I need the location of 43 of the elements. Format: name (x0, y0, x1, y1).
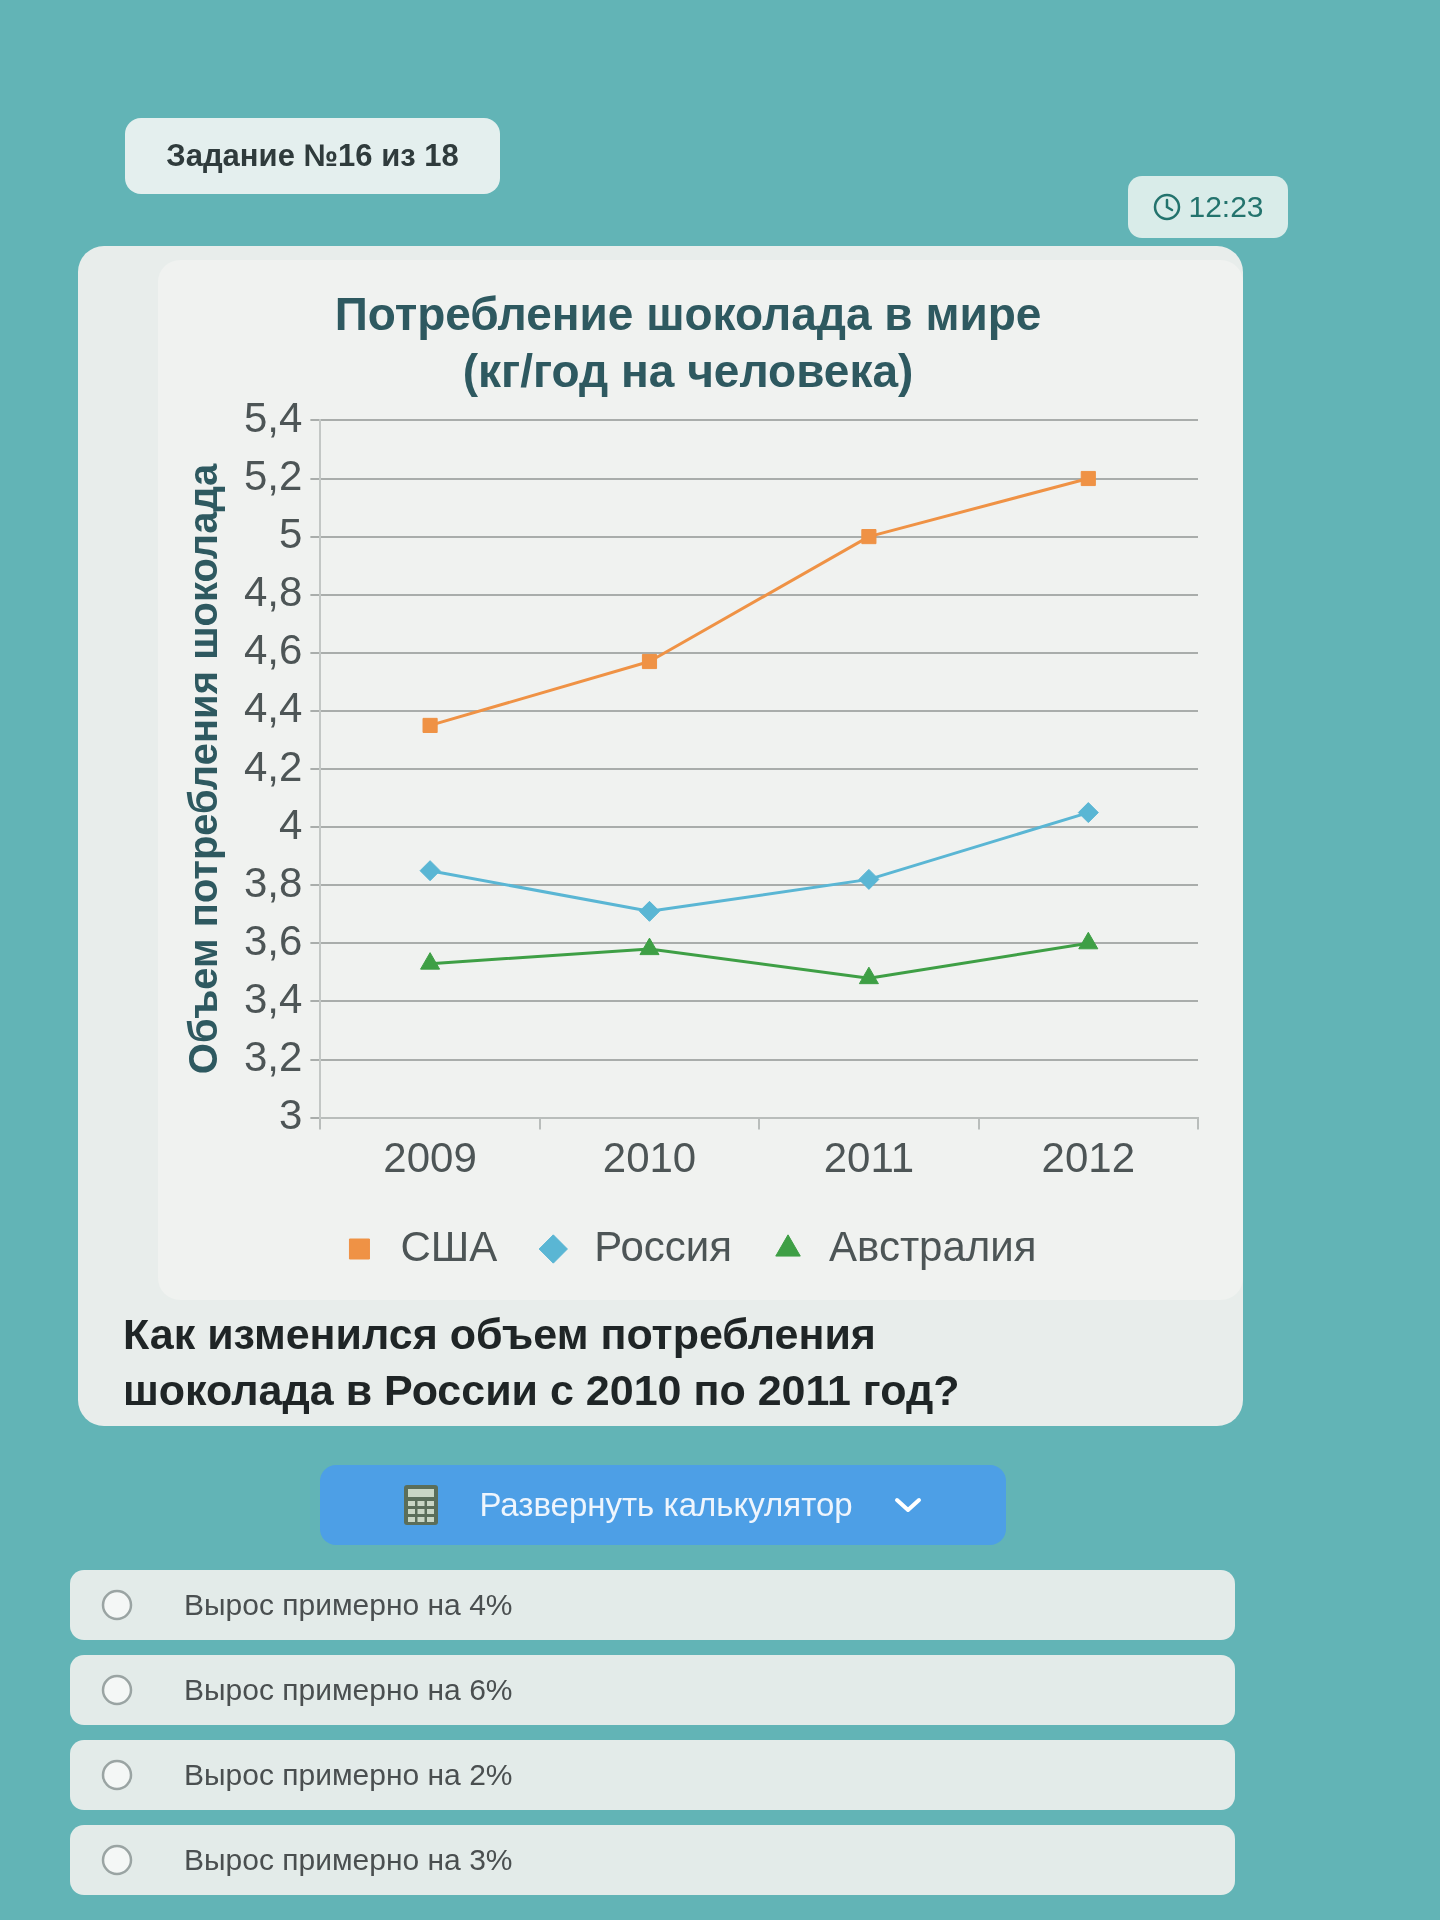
point (641, 653, 658, 670)
y-tick-label: 4 (279, 800, 303, 848)
legend-label: Россия (594, 1222, 733, 1270)
y-tick-label: 3,8 (244, 858, 303, 906)
point (422, 717, 438, 733)
y-tick-label: 4,4 (244, 684, 303, 732)
point (1077, 802, 1099, 824)
point (639, 937, 660, 956)
y-tick-label: 5 (279, 510, 303, 558)
y-tick-label: 5,4 (244, 393, 303, 441)
text: Как изменился объем потребления шоколада в России с 2010 по 2011 год? (123, 1309, 961, 1416)
chart-title: Потребление шоколада в мире (334, 288, 1042, 341)
legend-label: Австралия (829, 1222, 1037, 1270)
y-tick-label: 4,2 (244, 742, 303, 790)
x-tick-label: 2011 (823, 1134, 915, 1182)
point (638, 900, 660, 922)
point (420, 952, 441, 970)
y-tick-label: 4,6 (244, 626, 303, 674)
y-axis-title: Объем потребления шоколада (181, 463, 226, 1075)
point (419, 860, 441, 882)
point (1078, 931, 1099, 950)
point (858, 966, 879, 985)
point (861, 529, 877, 545)
y-tick-label: 3,6 (244, 916, 303, 964)
text: Задание №16 из 18 (125, 118, 500, 194)
x-tick-label: 2009 (383, 1134, 477, 1182)
text: 12:23 (1188, 190, 1264, 224)
text: Вырос примерно на 2% (184, 1758, 513, 1792)
text: Развернуть калькулятор (479, 1486, 853, 1524)
y-tick-label: 4,8 (244, 568, 303, 616)
y-tick-label: 3,4 (244, 974, 303, 1022)
x-tick-label: 2010 (602, 1134, 697, 1182)
chart-subtitle: (кг/год на человека) (462, 345, 914, 398)
text: Вырос примерно на 6% (184, 1673, 513, 1707)
legend-label: США (400, 1222, 498, 1270)
point (858, 868, 880, 890)
text: Вырос примерно на 4% (184, 1588, 513, 1622)
x-tick-label: 2012 (1041, 1134, 1136, 1182)
y-tick-label: 5,2 (244, 452, 303, 500)
y-tick-label: 3,2 (244, 1033, 303, 1081)
text: Вырос примерно на 3% (184, 1843, 513, 1877)
y-tick-label: 3 (279, 1091, 303, 1139)
point (1080, 470, 1096, 487)
